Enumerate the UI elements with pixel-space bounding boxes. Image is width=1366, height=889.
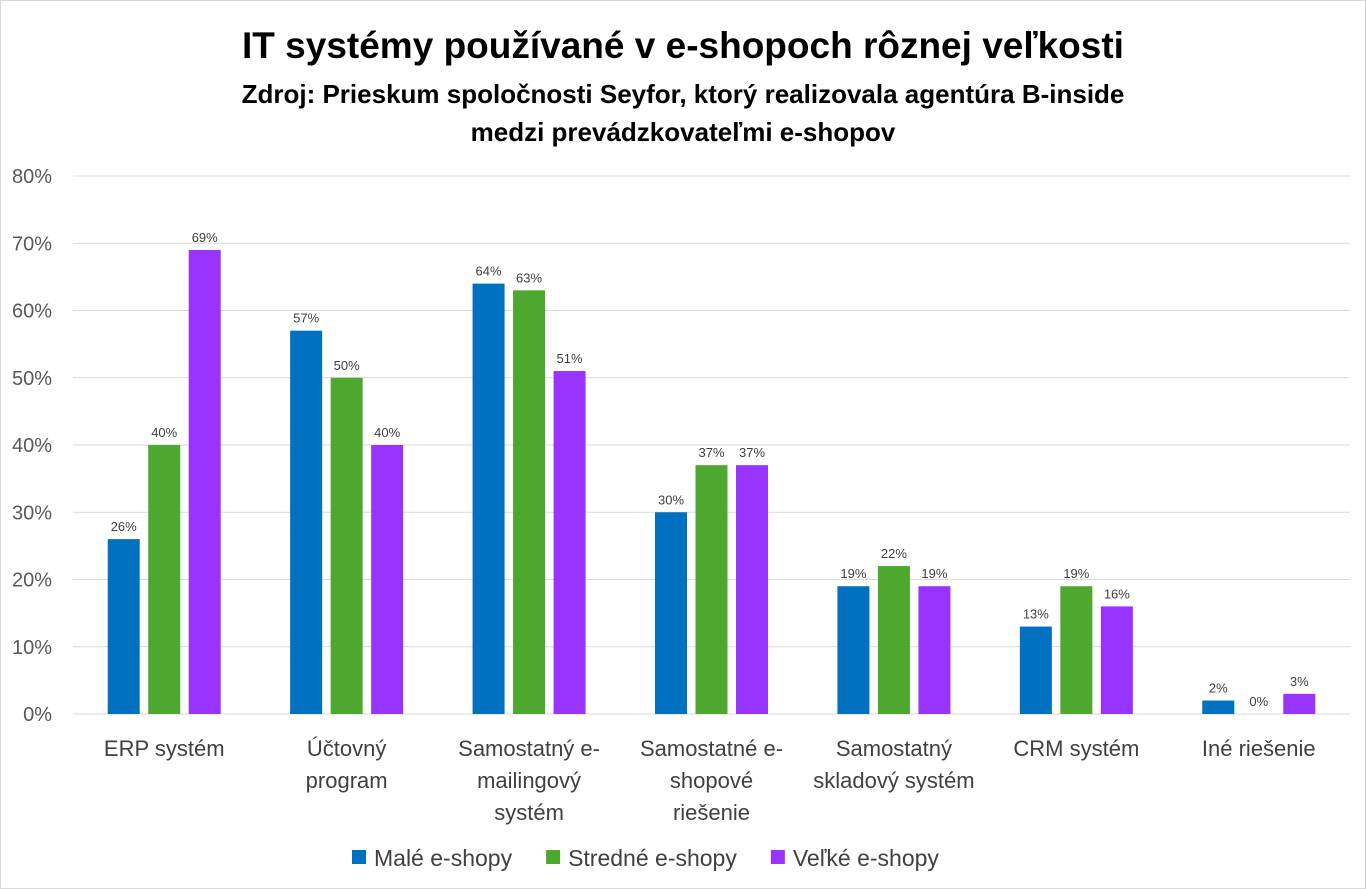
data-label: 40% [151,425,177,440]
data-label: 37% [698,445,724,460]
y-tick-label: 70% [12,233,52,255]
y-tick-label: 0% [23,704,52,726]
bar [1283,693,1316,714]
y-tick-label: 40% [12,435,52,457]
category-label: Účtovný [307,736,386,761]
data-label: 0% [1249,694,1268,709]
bar [1202,700,1235,714]
category-label: Samostatný e- [458,736,600,761]
bar [188,249,221,714]
legend-label: Stredné e-shopy [568,845,737,871]
data-label: 51% [557,351,583,366]
bar [1100,606,1133,714]
y-tick-label: 80% [12,166,52,188]
bar [513,290,546,714]
bar [655,512,687,714]
bar [330,377,363,714]
legend-swatch [352,850,366,864]
bar [472,283,505,714]
data-label: 13% [1023,607,1049,622]
bar [736,465,768,714]
data-label: 19% [921,566,947,581]
bar [918,586,951,714]
category-label: Samostatné e- [640,736,783,761]
bar [290,330,323,714]
category-label: riešenie [673,800,750,825]
chart-title: IT systémy používané v e-shopoch rôznej … [242,25,1124,66]
data-label: 64% [476,264,502,279]
data-label: 22% [881,546,907,561]
category-label: mailingový [477,768,581,793]
category-label: program [306,768,388,793]
bar [877,566,910,714]
bar [148,445,181,714]
y-tick-label: 50% [12,368,52,390]
legend-swatch [770,850,785,864]
bar [837,586,870,714]
category-label: Iné riešenie [1202,736,1316,761]
data-label: 50% [334,358,360,373]
legend-label: Malé e-shopy [374,845,513,871]
legend-swatch [546,850,561,864]
y-tick-label: 10% [12,637,52,659]
data-label: 30% [658,492,684,507]
data-label: 40% [374,425,400,440]
data-label: 2% [1209,681,1228,696]
bar [107,539,140,714]
y-tick-label: 30% [12,502,52,524]
category-label: ERP systém [104,736,225,761]
category-label: Samostatný [836,736,952,761]
legend-label: Veľké e-shopy [793,845,940,871]
category-label: CRM systém [1013,736,1139,761]
data-label: 19% [1063,566,1089,581]
data-label: 19% [840,566,866,581]
chart-subtitle-line-1: Zdroj: Prieskum spoločnosti Seyfor, ktor… [242,79,1125,109]
data-label: 3% [1290,674,1309,689]
data-label: 69% [192,230,218,245]
data-label: 57% [293,311,319,326]
chart-subtitle-line-2: medzi prevádzkovateľmi e-shopov [471,117,896,147]
category-label: systém [494,800,564,825]
bar [371,445,404,714]
data-label: 63% [516,270,542,285]
category-label: skladový systém [813,768,974,793]
bar [1060,586,1093,714]
bar [1019,626,1052,714]
data-label: 16% [1104,586,1130,601]
bar [553,371,586,714]
data-label: 37% [739,445,765,460]
y-tick-label: 60% [12,301,52,323]
data-label: 26% [111,519,137,534]
category-label: shopové [670,768,753,793]
bar [695,465,728,714]
y-tick-label: 20% [12,570,52,592]
